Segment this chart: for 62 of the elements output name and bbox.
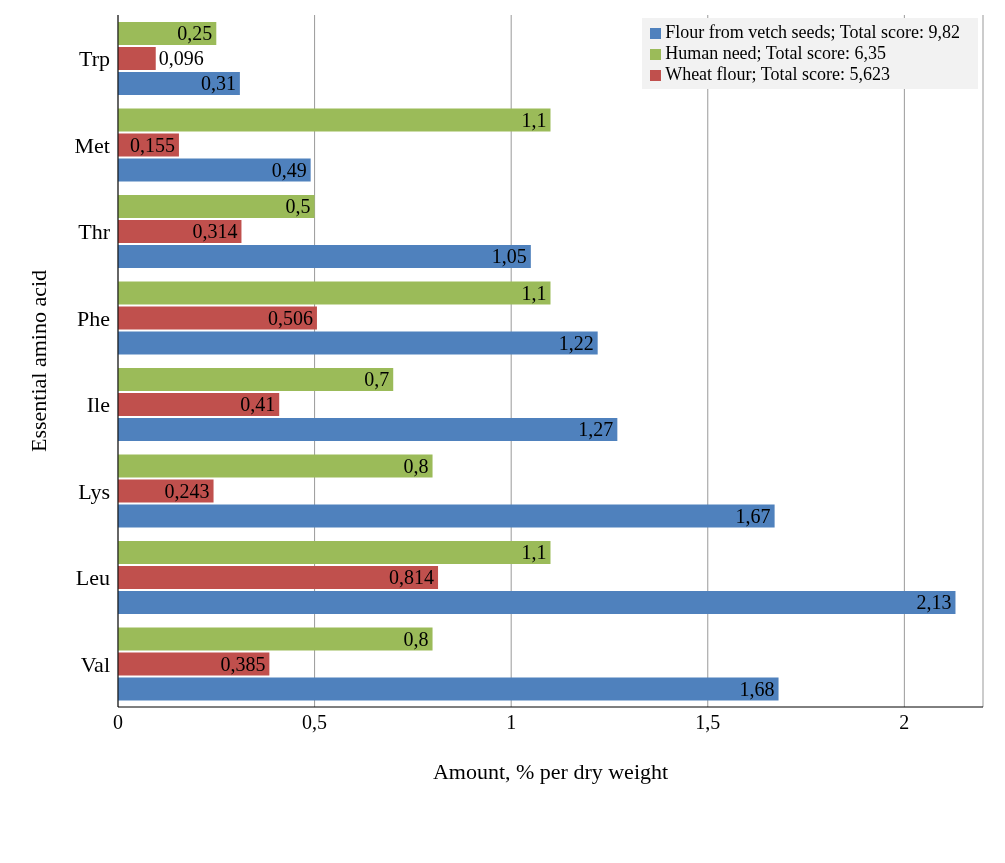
- data-label: 0,25: [177, 22, 213, 45]
- data-label: 1,68: [739, 677, 775, 700]
- bar: [118, 194, 315, 218]
- bar: [118, 677, 779, 701]
- data-label: 1,27: [578, 418, 614, 441]
- bar: [118, 108, 551, 132]
- data-label: 2,13: [916, 591, 952, 614]
- data-label: 1,1: [521, 541, 547, 564]
- bar: [118, 331, 598, 355]
- data-label: 0,5: [285, 195, 311, 218]
- x-tick-label: 1,5: [695, 711, 721, 734]
- data-label: 0,7: [364, 368, 390, 391]
- y-tick-label: Leu: [75, 565, 110, 591]
- bar: [118, 504, 775, 528]
- legend-label: Flour from vetch seeds; Total score: 9,82: [665, 22, 960, 42]
- bar: [118, 306, 317, 330]
- data-label: 1,22: [558, 331, 594, 354]
- bar: [118, 46, 156, 70]
- y-tick-label: Met: [74, 132, 110, 158]
- bar: [118, 565, 439, 589]
- data-label: 0,506: [267, 306, 313, 329]
- data-label: 0,385: [220, 652, 266, 675]
- data-label: 1,1: [521, 281, 547, 304]
- bar: [118, 244, 531, 268]
- data-label: 0,243: [164, 479, 210, 502]
- y-tick-label: Trp: [79, 46, 110, 72]
- y-tick-label: Thr: [78, 219, 111, 245]
- data-label: 0,814: [389, 566, 435, 589]
- data-label: 0,49: [271, 158, 307, 181]
- bar: [118, 158, 311, 182]
- bar: [118, 392, 280, 416]
- data-label: 0,314: [192, 220, 238, 243]
- bar: [118, 367, 394, 391]
- bar: [118, 627, 433, 651]
- legend-label: Human need; Total score: 6,35: [665, 43, 886, 63]
- bar: [118, 71, 240, 95]
- x-tick-label: 0,5: [302, 711, 328, 734]
- legend-label: Wheat flour; Total score: 5,623: [665, 64, 890, 84]
- data-label: 1,05: [491, 245, 527, 268]
- data-label: 0,155: [129, 133, 175, 156]
- y-axis-title: Essential amino acid: [25, 269, 51, 453]
- y-tick-label: Lys: [78, 478, 110, 504]
- bar: [118, 454, 433, 478]
- x-axis-title: Amount, % per dry weight: [432, 759, 669, 784]
- data-label: 0,31: [200, 72, 236, 95]
- bar: [118, 281, 551, 305]
- bar: [118, 652, 270, 676]
- y-tick-label: Ile: [86, 392, 110, 418]
- bar: [118, 417, 618, 441]
- data-label: 0,096: [158, 47, 204, 70]
- data-label: 1,1: [521, 108, 547, 131]
- data-label: 0,8: [403, 627, 429, 650]
- x-tick-label: 1: [506, 711, 517, 734]
- y-tick-label: Val: [80, 651, 110, 677]
- data-label: 0,8: [403, 454, 429, 477]
- x-tick-label: 0: [113, 711, 123, 734]
- bar: [118, 540, 551, 564]
- y-tick-label: Phe: [77, 305, 110, 331]
- x-tick-label: 2: [899, 711, 910, 734]
- data-label: 1,67: [735, 504, 771, 527]
- bar: [118, 590, 956, 614]
- data-label: 0,41: [240, 393, 276, 416]
